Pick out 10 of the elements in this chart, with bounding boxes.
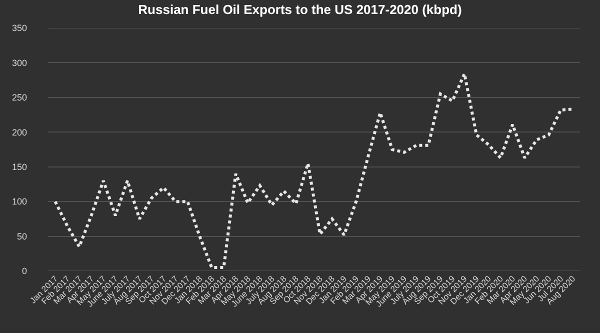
y-tick-label: 300 xyxy=(12,58,27,68)
y-tick-label: 0 xyxy=(22,266,27,276)
line-series xyxy=(54,72,574,270)
y-tick-label: 250 xyxy=(12,92,27,103)
y-tick-label: 200 xyxy=(12,127,27,138)
y-tick-label: 150 xyxy=(12,162,27,172)
y-tick-label: 100 xyxy=(12,196,27,207)
y-tick-label: 350 xyxy=(12,23,27,34)
y-tick-label: 50 xyxy=(16,231,27,242)
chart-title: Russian Fuel Oil Exports to the US 2017-2020 (kbpd) xyxy=(138,2,462,18)
